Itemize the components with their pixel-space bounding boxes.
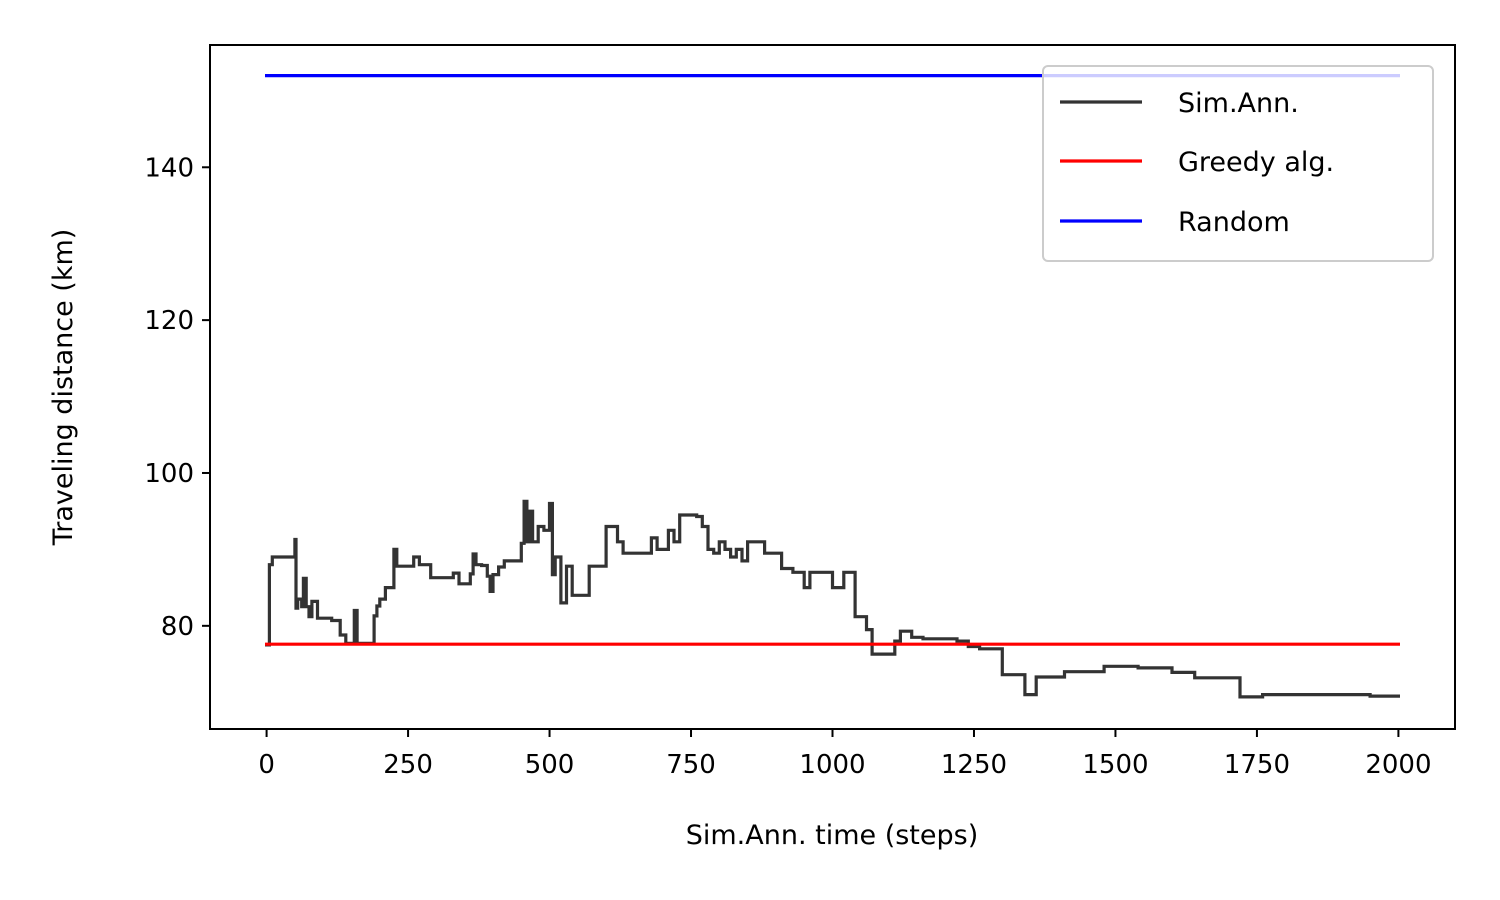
- legend-label-0: Sim.Ann.: [1178, 88, 1299, 119]
- legend: Sim.Ann. Greedy alg. Random: [1042, 65, 1434, 262]
- legend-box: [1042, 65, 1434, 262]
- x-tick-label: 2000: [1365, 750, 1431, 780]
- x-axis-label: Sim.Ann. time (steps): [686, 820, 979, 851]
- legend-label-1: Greedy alg.: [1178, 147, 1334, 178]
- x-tick-label: 1250: [941, 750, 1007, 780]
- x-tick-label: 500: [525, 750, 575, 780]
- x-tick-label: 1750: [1224, 750, 1290, 780]
- y-axis-label: Traveling distance (km): [48, 229, 79, 547]
- x-axis-ticks: 0 250 500 750 1000 1250 1500 1750 2000: [258, 729, 1431, 780]
- x-tick-label: 0: [258, 750, 275, 780]
- x-tick-label: 750: [666, 750, 716, 780]
- x-tick-label: 1000: [799, 750, 865, 780]
- y-tick-label: 100: [144, 459, 194, 489]
- y-tick-label: 140: [144, 153, 194, 183]
- y-axis-ticks: 80 100 120 140: [144, 153, 210, 642]
- x-tick-label: 250: [383, 750, 433, 780]
- y-tick-label: 120: [144, 306, 194, 336]
- y-tick-label: 80: [161, 612, 194, 642]
- legend-label-2: Random: [1178, 207, 1290, 238]
- series-line-0: [265, 499, 1400, 699]
- x-tick-label: 1500: [1082, 750, 1148, 780]
